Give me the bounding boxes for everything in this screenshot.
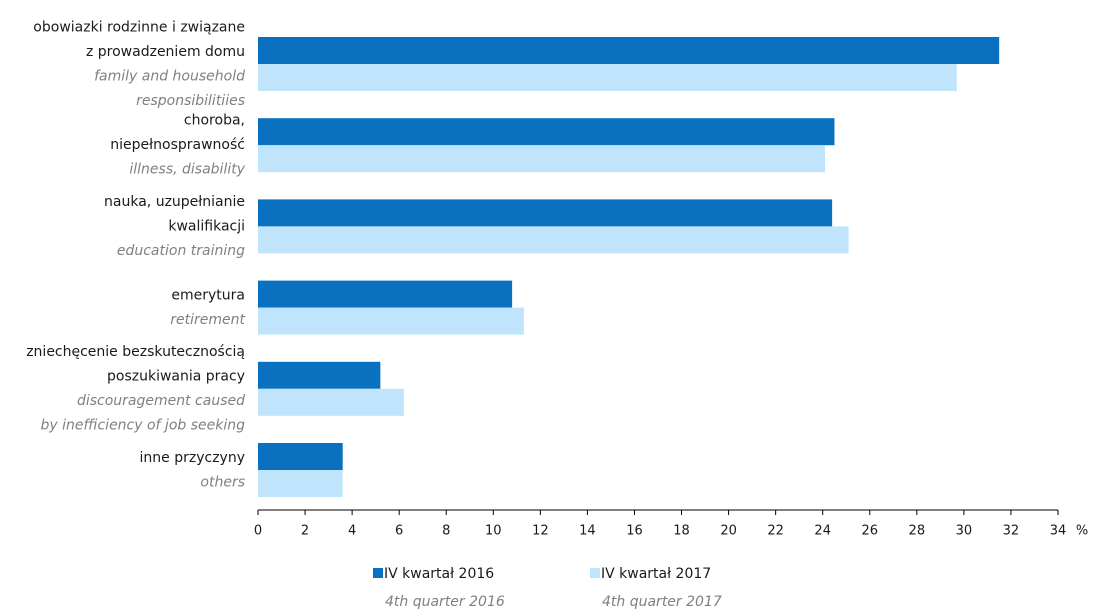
category-label: nauka, uzupełnianie bbox=[104, 194, 245, 210]
category-label: kwalifikacji bbox=[168, 218, 245, 234]
x-tick-label: 34 bbox=[1050, 524, 1067, 539]
category-label: obowiazki rodzinne i związane bbox=[33, 19, 245, 35]
x-tick-label: 4 bbox=[348, 524, 356, 539]
category-label-en: others bbox=[200, 474, 245, 490]
bar bbox=[258, 443, 343, 470]
x-tick-label: 8 bbox=[442, 524, 450, 539]
category-label: z prowadzeniem domu bbox=[86, 44, 245, 60]
category-label: inne przyczyny bbox=[140, 450, 245, 466]
x-tick-label: 26 bbox=[861, 524, 878, 539]
x-tick-label: 30 bbox=[956, 524, 973, 539]
legend-label-en: 4th quarter 2017 bbox=[602, 594, 722, 610]
bar bbox=[258, 280, 513, 308]
x-unit: % bbox=[1076, 524, 1088, 539]
x-tick-label: 24 bbox=[814, 524, 831, 539]
legend-swatch bbox=[373, 568, 383, 578]
category-label-en: retirement bbox=[170, 312, 245, 328]
bar bbox=[258, 118, 835, 146]
category-label-en: discouragement caused bbox=[77, 393, 245, 409]
bar bbox=[258, 199, 833, 227]
bar bbox=[258, 470, 343, 497]
bar bbox=[258, 307, 524, 335]
x-tick-label: 20 bbox=[720, 524, 737, 539]
bar bbox=[258, 361, 381, 389]
bar bbox=[258, 145, 826, 173]
bar bbox=[258, 64, 957, 91]
category-label-en: family and household bbox=[94, 68, 245, 84]
x-tick-label: 22 bbox=[767, 524, 784, 539]
x-tick-label: 6 bbox=[395, 524, 403, 539]
x-tick-label: 28 bbox=[909, 524, 926, 539]
category-label: zniechęcenie bezskutecznością bbox=[26, 344, 245, 360]
category-label-en: responsibilitiies bbox=[136, 93, 245, 109]
legend-label-en: 4th quarter 2016 bbox=[385, 594, 505, 610]
category-label: choroba, bbox=[184, 113, 245, 129]
category-label-en: illness, disability bbox=[129, 162, 245, 178]
x-tick-label: 18 bbox=[673, 524, 690, 539]
x-tick-label: 14 bbox=[579, 524, 596, 539]
category-label-en: education training bbox=[117, 243, 245, 259]
category-label: niepełnosprawność bbox=[110, 137, 245, 153]
x-tick-label: 16 bbox=[626, 524, 643, 539]
category-label: emerytura bbox=[171, 287, 245, 303]
legend-label: IV kwartał 2016 bbox=[384, 566, 494, 582]
legend-swatch bbox=[590, 568, 600, 578]
legend-label: IV kwartał 2017 bbox=[601, 566, 711, 582]
x-tick-label: 32 bbox=[1003, 524, 1020, 539]
category-label: poszukiwania pracy bbox=[107, 369, 245, 385]
x-tick-label: 2 bbox=[301, 524, 309, 539]
x-tick-label: 12 bbox=[532, 524, 549, 539]
category-label-en: by inefficiency of job seeking bbox=[40, 418, 245, 434]
x-tick-label: 0 bbox=[254, 524, 262, 539]
x-tick-label: 10 bbox=[485, 524, 502, 539]
bar bbox=[258, 226, 849, 254]
bar bbox=[258, 388, 404, 416]
bar bbox=[258, 37, 1000, 64]
